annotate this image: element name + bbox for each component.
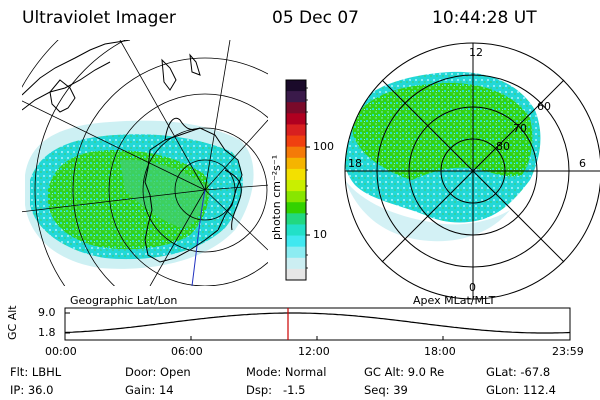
info-mode: Mode: Normal (246, 365, 327, 379)
altitude-xtick-2: 12:00 (298, 345, 330, 358)
apex-mlt-lines (345, 43, 600, 299)
colorbar-segment (286, 168, 306, 181)
colorbar-segment (286, 268, 306, 281)
info-gcalt: GC Alt: 9.0 Re (364, 365, 445, 379)
colorbar-segment (286, 257, 306, 270)
geo-aurora-green-2 (120, 159, 207, 228)
geo-coastline-north (22, 40, 131, 111)
colorbar-segment (286, 91, 306, 103)
colorbar-segment (286, 202, 306, 214)
altitude-xtick-3: 18:00 (424, 345, 456, 358)
geo-noon-meridian (191, 189, 206, 286)
colorbar-segment (286, 191, 306, 203)
colorbar-minor-ticks (306, 87, 308, 269)
mlt-label-0: 0 (469, 281, 476, 294)
geographic-panel (22, 40, 268, 286)
altitude-ytick-bottom: 1.8 (38, 326, 56, 339)
colorbar-label-10: 10 (313, 228, 327, 241)
colorbar (286, 80, 306, 281)
colorbar-segment (286, 213, 306, 225)
altitude-ticks (65, 312, 444, 340)
colorbar-segment (286, 102, 306, 114)
apex-aurora-green (352, 82, 533, 180)
geo-lon-lines (22, 40, 268, 286)
altitude-ylabel: GC Alt (6, 305, 19, 340)
mlat-label-70: 70 (513, 122, 527, 135)
instrument-title: Ultraviolet Imager (22, 8, 176, 28)
apex-panel-label: Apex MLat/MLT (413, 294, 496, 307)
colorbar-segment (286, 180, 306, 192)
altitude-ytick-top: 9.0 (38, 306, 56, 319)
info-flt: Flt: LBHL (10, 365, 62, 379)
colorbar-segment (286, 146, 306, 159)
info-glon: GLon: 112.4 (486, 383, 556, 397)
colorbar-segment (286, 235, 306, 248)
mlt-label-6: 6 (579, 157, 586, 170)
colorbar-segment (286, 246, 306, 259)
altitude-xtick-0: 00:00 (45, 345, 77, 358)
info-door: Door: Open (125, 365, 191, 379)
colorbar-segment (286, 113, 306, 125)
altitude-frame (64, 307, 571, 341)
colorbar-segment (286, 157, 306, 170)
info-glat: GLat: -67.8 (486, 365, 551, 379)
apex-panel (344, 42, 600, 300)
info-ip: IP: 36.0 (10, 383, 54, 397)
mlat-label-80: 80 (496, 140, 510, 153)
colorbar-segment (286, 124, 306, 137)
colorbar-segment (286, 224, 306, 237)
mlt-label-12: 12 (469, 46, 483, 59)
colorbar-unit-label: photon cm⁻²s⁻¹ (270, 154, 283, 240)
altitude-plot (64, 307, 571, 341)
altitude-curve (64, 312, 571, 334)
geo-panel-label: Geographic Lat/Lon (70, 294, 178, 307)
altitude-xtick-4: 23:59 (552, 345, 584, 358)
altitude-xtick-1: 06:00 (171, 345, 203, 358)
info-gain: Gain: 14 (125, 383, 174, 397)
info-dsp: Dsp: -1.5 (246, 383, 306, 397)
colorbar-segment (286, 80, 306, 92)
geo-lat-circles (22, 40, 268, 286)
mlat-label-60: 60 (537, 100, 551, 113)
geo-coastline (144, 127, 243, 263)
date-label: 05 Dec 07 (272, 8, 359, 28)
mlt-label-18: 18 (348, 157, 362, 170)
colorbar-segment (286, 135, 306, 148)
colorbar-frame (285, 79, 307, 281)
time-label: 10:44:28 UT (432, 8, 537, 28)
colorbar-label-100: 100 (313, 140, 334, 153)
info-seq: Seq: 39 (364, 383, 408, 397)
